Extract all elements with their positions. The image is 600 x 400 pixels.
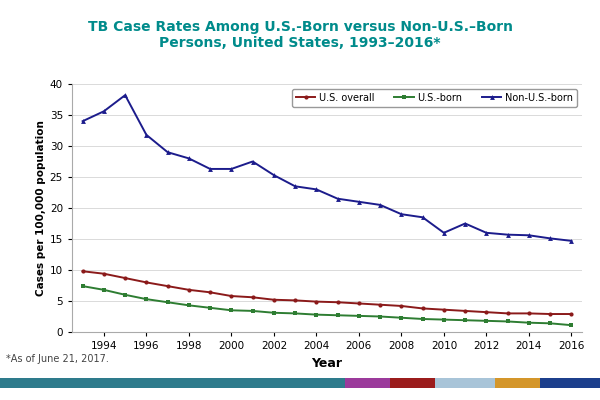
- U.S. overall: [568, 312, 575, 316]
- Non-U.S.-born: [355, 199, 362, 204]
- Non-U.S.-born: [79, 119, 86, 124]
- Line: U.S.-born: U.S.-born: [80, 284, 574, 327]
- U.S.-born: [483, 318, 490, 323]
- Non-U.S.-born: [122, 93, 129, 98]
- U.S.-born: [270, 310, 277, 315]
- Y-axis label: Cases per 100,000 population: Cases per 100,000 population: [35, 120, 46, 296]
- U.S. overall: [164, 284, 171, 288]
- X-axis label: Year: Year: [311, 356, 343, 370]
- U.S. overall: [249, 295, 256, 300]
- U.S. overall: [377, 302, 384, 307]
- U.S.-born: [377, 314, 384, 319]
- Non-U.S.-born: [525, 233, 532, 238]
- Non-U.S.-born: [440, 230, 448, 235]
- U.S. overall: [100, 271, 107, 276]
- U.S.-born: [504, 319, 511, 324]
- U.S. overall: [228, 294, 235, 298]
- Non-U.S.-born: [461, 221, 469, 226]
- Non-U.S.-born: [185, 156, 193, 161]
- U.S. overall: [270, 297, 277, 302]
- Text: TB Case Rates Among U.S.-Born versus Non-U.S.–Born
Persons, United States, 1993–: TB Case Rates Among U.S.-Born versus Non…: [88, 20, 512, 50]
- U.S. overall: [334, 300, 341, 305]
- Non-U.S.-born: [206, 166, 214, 171]
- U.S. overall: [313, 299, 320, 304]
- U.S. overall: [419, 306, 426, 311]
- Non-U.S.-born: [249, 159, 256, 164]
- U.S. overall: [547, 312, 554, 316]
- Non-U.S.-born: [568, 238, 575, 243]
- U.S. overall: [440, 307, 448, 312]
- U.S.-born: [398, 315, 405, 320]
- U.S.-born: [100, 288, 107, 292]
- Legend: U.S. overall, U.S.-born, Non-U.S.-born: U.S. overall, U.S.-born, Non-U.S.-born: [292, 89, 577, 107]
- U.S.-born: [568, 323, 575, 328]
- U.S. overall: [504, 311, 511, 316]
- U.S.-born: [419, 316, 426, 321]
- U.S.-born: [249, 308, 256, 313]
- Line: Non-U.S.-born: Non-U.S.-born: [80, 93, 574, 243]
- U.S.-born: [79, 284, 86, 288]
- U.S.-born: [292, 311, 299, 316]
- U.S.-born: [547, 321, 554, 326]
- Non-U.S.-born: [377, 202, 384, 207]
- U.S.-born: [122, 292, 129, 297]
- Non-U.S.-born: [313, 187, 320, 192]
- Non-U.S.-born: [547, 236, 554, 241]
- U.S. overall: [398, 304, 405, 308]
- Non-U.S.-born: [504, 232, 511, 237]
- U.S.-born: [461, 318, 469, 323]
- Non-U.S.-born: [100, 109, 107, 114]
- Non-U.S.-born: [483, 230, 490, 235]
- U.S.-born: [185, 303, 193, 308]
- U.S. overall: [143, 280, 150, 285]
- U.S. overall: [185, 288, 193, 292]
- U.S.-born: [313, 312, 320, 317]
- U.S.-born: [355, 314, 362, 318]
- U.S. overall: [122, 276, 129, 280]
- U.S.-born: [228, 308, 235, 313]
- Line: U.S. overall: U.S. overall: [80, 269, 574, 316]
- U.S.-born: [525, 320, 532, 325]
- U.S.-born: [164, 300, 171, 305]
- Non-U.S.-born: [143, 132, 150, 137]
- U.S. overall: [483, 310, 490, 314]
- Non-U.S.-born: [334, 196, 341, 201]
- Non-U.S.-born: [398, 212, 405, 217]
- U.S. overall: [206, 290, 214, 295]
- U.S.-born: [334, 313, 341, 318]
- Text: *As of June 21, 2017.: *As of June 21, 2017.: [6, 354, 109, 364]
- Non-U.S.-born: [164, 150, 171, 154]
- U.S.-born: [440, 317, 448, 322]
- U.S.-born: [206, 306, 214, 310]
- U.S. overall: [525, 311, 532, 316]
- U.S. overall: [461, 308, 469, 313]
- U.S.-born: [143, 297, 150, 302]
- Non-U.S.-born: [270, 173, 277, 178]
- U.S. overall: [292, 298, 299, 303]
- Non-U.S.-born: [292, 184, 299, 189]
- U.S. overall: [79, 269, 86, 274]
- Non-U.S.-born: [419, 215, 426, 220]
- Non-U.S.-born: [228, 166, 235, 171]
- U.S. overall: [355, 301, 362, 306]
